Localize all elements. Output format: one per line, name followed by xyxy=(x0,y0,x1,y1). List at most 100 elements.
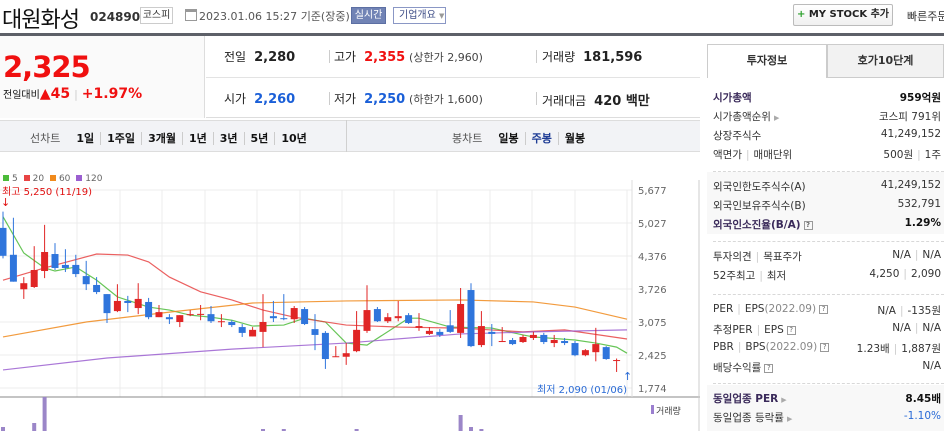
my-stock-add-button[interactable]: + MY STOCK 추가 xyxy=(793,4,893,26)
candle xyxy=(228,320,236,328)
tab-5y[interactable]: 5년 xyxy=(243,132,275,145)
label: 52주최고 xyxy=(713,270,756,282)
candle-body xyxy=(113,300,121,312)
candle-body xyxy=(176,315,184,322)
per-eps-row: PER | EPS(2022.09)? N/A | -135원 xyxy=(713,303,941,317)
tab-10y[interactable]: 10년 xyxy=(274,132,313,145)
candle-body xyxy=(30,270,38,287)
candle xyxy=(176,315,184,328)
candle xyxy=(93,277,101,295)
candle-body xyxy=(405,315,413,324)
realtime-button[interactable]: 실시간 xyxy=(351,7,386,24)
value: 1.23배 xyxy=(856,343,890,355)
label: 외국인소진율(B/A) xyxy=(713,219,801,231)
value: -1.10% xyxy=(903,410,941,422)
separator: | xyxy=(74,88,78,101)
line-chart-tabs: 선차트 1일 1주일 3개월 1년 3년 5년 10년 xyxy=(30,130,313,146)
header-divider xyxy=(0,33,944,36)
divider xyxy=(713,383,944,384)
candle xyxy=(165,314,173,325)
up-arrow-icon: ↑ xyxy=(623,370,632,383)
volume-bar xyxy=(261,429,265,431)
sector-per-row[interactable]: 동일업종 PER ▶ 8.45배 xyxy=(713,391,941,409)
help-icon[interactable]: ? xyxy=(820,342,830,352)
candle xyxy=(498,327,506,343)
volume-legend-swatch xyxy=(651,405,654,414)
est-per-row: 추정PER | EPS? N/A | N/A xyxy=(713,322,941,336)
candle-body xyxy=(529,334,537,338)
candle-body xyxy=(93,284,101,293)
candle xyxy=(592,327,600,362)
candle-body xyxy=(134,298,142,309)
prev-label: 전일 xyxy=(224,50,247,64)
tab-3y[interactable]: 3년 xyxy=(212,132,244,145)
volume-bar xyxy=(281,429,286,431)
change-percent: +1.97% xyxy=(81,86,143,102)
foreign-limit-row: 외국인한도주식수(A) 41,249,152 xyxy=(713,179,941,197)
legend-swatch xyxy=(23,175,30,181)
company-overview-dropdown[interactable]: 기업개요 ▼ xyxy=(393,7,446,24)
candle xyxy=(20,277,28,299)
help-icon[interactable]: ? xyxy=(764,363,774,373)
value: 41,249,152 xyxy=(880,128,941,140)
candle xyxy=(72,254,80,278)
period: (2022.09) xyxy=(764,303,817,315)
candle-body xyxy=(155,312,163,318)
candle xyxy=(509,337,517,346)
candle-body xyxy=(311,329,319,335)
tab-1d[interactable]: 1일 xyxy=(76,132,95,145)
week52-row: 52주최고 | 최저 4,250 | 2,090 xyxy=(713,268,941,282)
tab-order-book[interactable]: 호가10단계 xyxy=(827,44,944,78)
sector-change-row[interactable]: 동일업종 등락률 ▶ -1.10% xyxy=(713,410,941,428)
volume-bar xyxy=(1,427,5,431)
candle-body xyxy=(488,331,496,334)
chevron-right-icon: ▶ xyxy=(781,396,787,404)
candle-body xyxy=(561,341,569,344)
cap-rank-row[interactable]: 시가총액순위 ▶ 코스피 791위 xyxy=(713,109,941,127)
label: BPS xyxy=(745,341,766,353)
tab-weekly[interactable]: 주봉 xyxy=(524,132,558,145)
candle-body xyxy=(259,322,267,332)
y-tick-label: 3,726 xyxy=(638,285,667,296)
candle xyxy=(457,288,465,338)
candle-body xyxy=(353,329,361,352)
low-value: 2,250 xyxy=(364,92,406,107)
help-icon[interactable]: ? xyxy=(819,304,829,314)
label: 추정PER xyxy=(713,324,753,336)
candle xyxy=(155,305,163,318)
opinion-row: 투자의견 | 목표주가 N/A | N/A xyxy=(713,249,941,263)
candle-body xyxy=(332,356,340,358)
value: 8.45배 xyxy=(905,393,941,405)
candle-body xyxy=(415,326,423,328)
tab-daily[interactable]: 일봉 xyxy=(498,132,519,145)
chevron-right-icon: ▶ xyxy=(773,114,780,122)
candle-body xyxy=(373,309,381,322)
value: 코스피 791위 xyxy=(878,111,941,123)
tab-3m[interactable]: 3개월 xyxy=(141,132,182,145)
candle xyxy=(561,337,569,346)
candle-body xyxy=(249,329,257,337)
candle-body xyxy=(207,314,215,322)
help-icon[interactable]: ? xyxy=(803,220,813,230)
candle-body xyxy=(51,254,59,268)
tab-investment-info[interactable]: 투자정보 xyxy=(707,44,827,78)
label: EPS xyxy=(764,324,784,336)
candle xyxy=(259,294,267,348)
value: 41,249,152 xyxy=(880,179,941,191)
price-chart[interactable]: 5,677 5,027 4,376 3,726 3,075 2,425 1,774 최고 5… xyxy=(0,180,700,431)
candle xyxy=(519,334,527,344)
value: 500원 xyxy=(883,149,914,161)
chevron-down-icon: ▼ xyxy=(439,12,445,20)
tab-1y[interactable]: 1년 xyxy=(181,132,213,145)
candle-body xyxy=(9,254,17,282)
tab-1w[interactable]: 1주일 xyxy=(100,132,142,145)
tab-monthly[interactable]: 월봉 xyxy=(557,132,592,145)
value: 532,791 xyxy=(897,198,941,210)
value: 1,887원 xyxy=(901,343,941,355)
quick-order-link[interactable]: 빠른주문 xyxy=(907,10,944,23)
candle xyxy=(477,311,485,348)
chart-tabs: 선차트 1일 1주일 3개월 1년 3년 5년 10년 봉차트 일봉 주봉 월봉 xyxy=(0,120,700,152)
candle xyxy=(51,243,59,271)
separator xyxy=(329,92,330,105)
help-icon[interactable]: ? xyxy=(786,325,796,335)
